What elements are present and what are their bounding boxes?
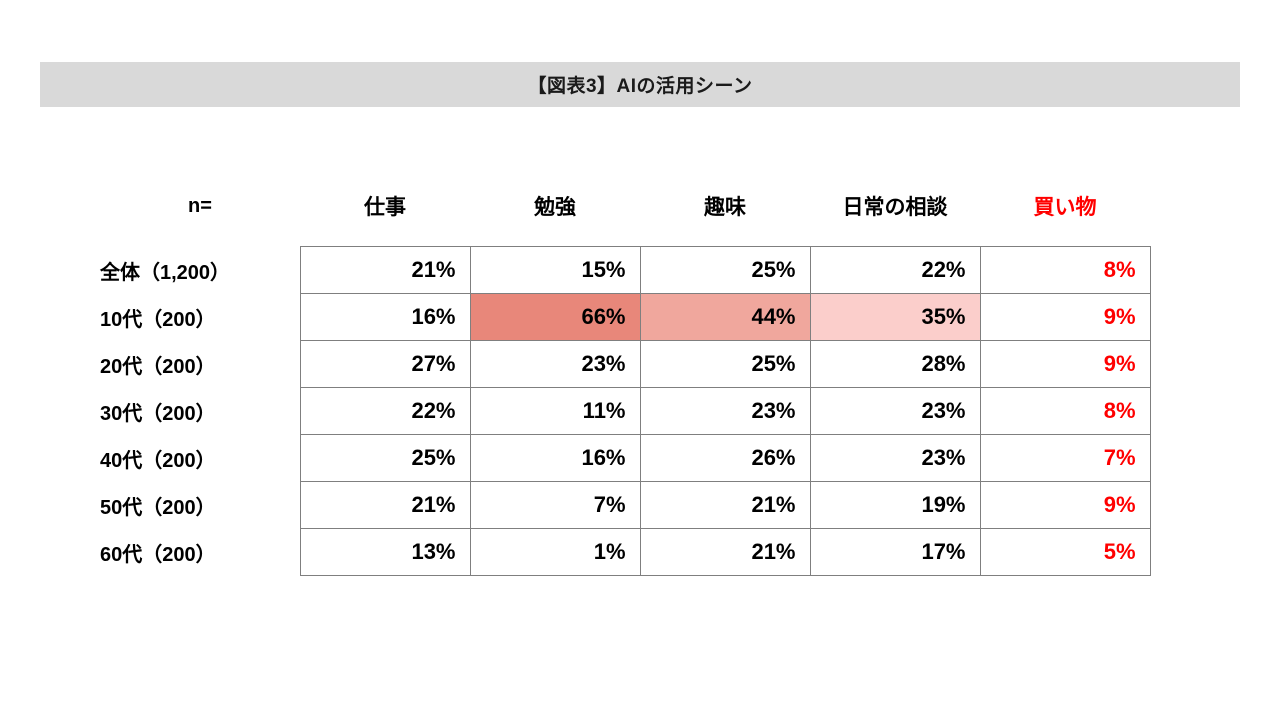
data-cell: 8% xyxy=(979,387,1151,435)
column-header-5: 買い物 xyxy=(1033,196,1097,219)
table-row: 60代（200） 13% 1% 21% 17% 5% xyxy=(100,528,1151,576)
row-label: 20代（200） xyxy=(100,355,216,378)
data-cell: 28% xyxy=(809,340,981,388)
data-cell: 11% xyxy=(469,387,641,435)
data-cell: 26% xyxy=(639,434,811,482)
row-label: 30代（200） xyxy=(100,402,216,425)
data-cell: 25% xyxy=(639,246,811,294)
table-row: 40代（200） 25% 16% 26% 23% 7% xyxy=(100,434,1151,482)
data-cell: 21% xyxy=(639,528,811,576)
data-cell: 13% xyxy=(299,528,471,576)
data-cell: 9% xyxy=(979,293,1151,341)
figure-title-bar: 【図表3】AIの活用シーン xyxy=(40,62,1240,107)
figure-title: 【図表3】AIの活用シーン xyxy=(527,76,753,97)
data-table: 全体（1,200） 21% 15% 25% 22% 8% 10代（200） 16% 66% 44%… xyxy=(100,246,1151,576)
data-cell: 8% xyxy=(979,246,1151,294)
row-label: 全体（1,200） xyxy=(100,261,231,284)
data-cell: 21% xyxy=(299,481,471,529)
table-header-row: n= 仕事 勉強 趣味 日常の相談 買い物 xyxy=(100,184,1150,228)
column-header-2: 勉強 xyxy=(534,196,576,219)
data-cell: 25% xyxy=(639,340,811,388)
data-cell: 22% xyxy=(809,246,981,294)
data-cell: 35% xyxy=(809,293,981,341)
data-cell: 9% xyxy=(979,481,1151,529)
table-row: 10代（200） 16% 66% 44% 35% 9% xyxy=(100,293,1151,341)
table-row: 20代（200） 27% 23% 25% 28% 9% xyxy=(100,340,1151,388)
table-row: 50代（200） 21% 7% 21% 19% 9% xyxy=(100,481,1151,529)
row-label: 40代（200） xyxy=(100,449,216,472)
table-row: 30代（200） 22% 11% 23% 23% 8% xyxy=(100,387,1151,435)
data-cell: 7% xyxy=(469,481,641,529)
data-cell: 25% xyxy=(299,434,471,482)
data-cell: 23% xyxy=(639,387,811,435)
data-cell: 27% xyxy=(299,340,471,388)
data-cell: 66% xyxy=(469,293,641,341)
data-cell: 7% xyxy=(979,434,1151,482)
data-cell: 16% xyxy=(299,293,471,341)
n-equals-label: n= xyxy=(188,194,212,217)
column-header-4: 日常の相談 xyxy=(842,196,948,219)
column-header-3: 趣味 xyxy=(704,196,746,219)
data-cell: 15% xyxy=(469,246,641,294)
data-cell: 21% xyxy=(639,481,811,529)
data-cell: 16% xyxy=(469,434,641,482)
row-label: 10代（200） xyxy=(100,308,216,331)
data-cell: 1% xyxy=(469,528,641,576)
data-cell: 23% xyxy=(809,387,981,435)
data-cell: 19% xyxy=(809,481,981,529)
data-cell: 5% xyxy=(979,528,1151,576)
data-cell: 17% xyxy=(809,528,981,576)
table-row: 全体（1,200） 21% 15% 25% 22% 8% xyxy=(100,246,1151,294)
data-cell: 44% xyxy=(639,293,811,341)
data-cell: 22% xyxy=(299,387,471,435)
data-cell: 21% xyxy=(299,246,471,294)
data-cell: 23% xyxy=(809,434,981,482)
column-header-1: 仕事 xyxy=(364,196,406,219)
row-label: 60代（200） xyxy=(100,543,216,566)
data-cell: 9% xyxy=(979,340,1151,388)
data-cell: 23% xyxy=(469,340,641,388)
row-label: 50代（200） xyxy=(100,496,216,519)
